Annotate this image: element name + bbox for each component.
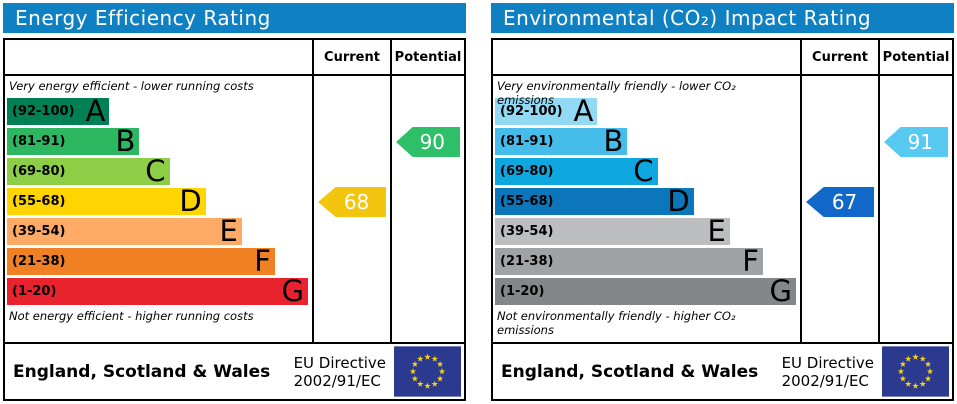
band-e: (39-54) E	[7, 214, 242, 248]
current-column-header: Current	[800, 40, 878, 74]
eu-directive-line1: EU Directive	[781, 353, 874, 372]
energy-efficiency-title: Energy Efficiency Rating	[3, 3, 466, 33]
eu-flag-icon	[882, 346, 949, 397]
current-rating-value: 67	[831, 190, 858, 214]
current-value-column: 67	[800, 76, 878, 342]
bottom-caption: Not environmentally friendly - higher CO…	[497, 309, 736, 337]
top-caption: Very environmentally friendly - lower CO…	[497, 79, 736, 107]
band-range: (1-20)	[500, 284, 545, 299]
band-letter: B	[603, 124, 624, 158]
band-f: (21-38) F	[495, 244, 763, 278]
band-letter: C	[633, 154, 654, 188]
band-c: (69-80) C	[495, 154, 658, 188]
chart-body: Very energy efficient - lower running co…	[5, 76, 464, 342]
eu-directive-line2: 2002/91/EC	[293, 371, 381, 390]
band-letter: F	[254, 244, 271, 278]
energy-efficiency-panel: Energy Efficiency Rating Current Potenti…	[3, 3, 466, 401]
eu-directive-label: EU Directive 2002/91/EC	[782, 354, 874, 390]
band-range: (81-91)	[12, 134, 66, 149]
column-header-row: Current Potential	[5, 40, 464, 76]
current-rating-arrow: 67	[806, 187, 874, 217]
band-range: (69-80)	[500, 164, 554, 179]
potential-value-column: 90	[390, 76, 464, 342]
band-letter: D	[667, 184, 690, 218]
band-range: (55-68)	[12, 194, 66, 209]
band-range: (39-54)	[500, 224, 554, 239]
potential-rating-arrow: 91	[884, 127, 948, 157]
bands-column: Very environmentally friendly - lower CO…	[493, 76, 800, 342]
current-rating-arrow: 68	[318, 187, 386, 217]
band-letter: G	[281, 274, 304, 308]
band-b: (81-91) B	[495, 124, 628, 158]
band-letter: A	[573, 94, 594, 128]
band-letter: D	[179, 184, 202, 218]
band-range: (92-100)	[500, 104, 563, 119]
band-d: (55-68) D	[7, 184, 206, 218]
environmental-impact-chart: Current Potential Very environmentally f…	[491, 38, 954, 401]
band-range: (1-20)	[12, 284, 57, 299]
current-rating-value: 68	[343, 190, 370, 214]
header-spacer	[493, 40, 800, 74]
bottom-caption: Not energy efficient - higher running co…	[9, 309, 254, 323]
band-letter: E	[707, 214, 726, 248]
column-header-row: Current Potential	[493, 40, 952, 76]
header-spacer	[5, 40, 312, 74]
band-e: (39-54) E	[495, 214, 730, 248]
band-g: (1-20) G	[495, 274, 796, 308]
bands-column: Very energy efficient - lower running co…	[5, 76, 312, 342]
band-range: (92-100)	[12, 104, 75, 119]
top-caption: Very energy efficient - lower running co…	[9, 79, 254, 93]
potential-rating-arrow: 90	[396, 127, 460, 157]
eu-directive-label: EU Directive 2002/91/EC	[294, 354, 386, 390]
chart-body: Very environmentally friendly - lower CO…	[493, 76, 952, 342]
chart-footer: England, Scotland & Wales EU Directive 2…	[5, 342, 464, 399]
current-value-column: 68	[312, 76, 390, 342]
band-b: (81-91) B	[7, 124, 140, 158]
environmental-impact-panel: Environmental (CO₂) Impact Rating Curren…	[491, 3, 954, 401]
current-column-header: Current	[312, 40, 390, 74]
band-d: (55-68) D	[495, 184, 694, 218]
band-g: (1-20) G	[7, 274, 308, 308]
eu-directive-line1: EU Directive	[293, 353, 386, 372]
band-letter: G	[769, 274, 792, 308]
environmental-impact-title: Environmental (CO₂) Impact Rating	[491, 3, 954, 33]
band-range: (69-80)	[12, 164, 66, 179]
band-range: (21-38)	[12, 254, 66, 269]
band-f: (21-38) F	[7, 244, 275, 278]
band-range: (21-38)	[500, 254, 554, 269]
band-letter: A	[85, 94, 106, 128]
band-range: (81-91)	[500, 134, 554, 149]
potential-value-column: 91	[878, 76, 952, 342]
band-range: (55-68)	[500, 194, 554, 209]
potential-column-header: Potential	[878, 40, 952, 74]
band-letter: F	[742, 244, 759, 278]
band-range: (39-54)	[12, 224, 66, 239]
energy-efficiency-chart: Current Potential Very energy efficient …	[3, 38, 466, 401]
potential-rating-value: 91	[907, 130, 934, 154]
potential-column-header: Potential	[390, 40, 464, 74]
band-letter: E	[219, 214, 238, 248]
region-label: England, Scotland & Wales	[501, 361, 759, 382]
band-c: (69-80) C	[7, 154, 170, 188]
chart-footer: England, Scotland & Wales EU Directive 2…	[493, 342, 952, 399]
band-a: (92-100) A	[495, 94, 598, 128]
band-letter: B	[115, 124, 136, 158]
band-a: (92-100) A	[7, 94, 110, 128]
eu-flag-icon	[394, 346, 461, 397]
band-letter: C	[145, 154, 166, 188]
eu-directive-line2: 2002/91/EC	[781, 371, 869, 390]
potential-rating-value: 90	[419, 130, 446, 154]
region-label: England, Scotland & Wales	[13, 361, 271, 382]
